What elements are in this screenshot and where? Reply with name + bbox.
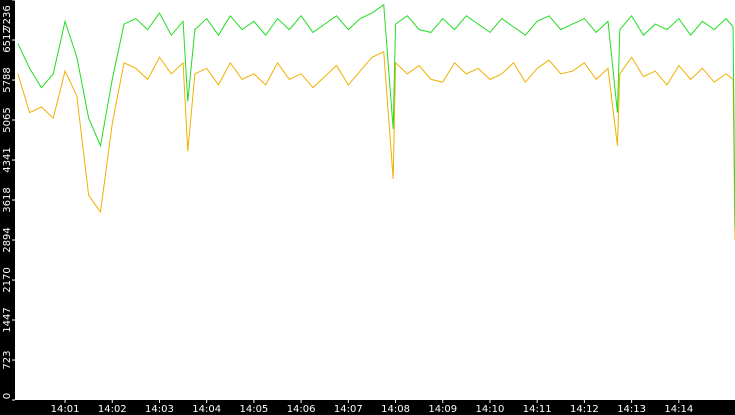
x-tick-label: 14:04 (192, 404, 221, 415)
x-tick-label: 14:06 (287, 404, 316, 415)
y-tick-label: 1447 (2, 307, 13, 332)
y-tick-label: 2894 (2, 227, 13, 252)
x-tick-label: 14:09 (428, 404, 457, 415)
x-tick-label: 14:08 (381, 404, 410, 415)
y-tick-label: 3618 (2, 187, 13, 212)
series-line (17, 50, 735, 240)
x-tick-label: 14:11 (523, 404, 552, 415)
x-tick-label: 14:03 (145, 404, 174, 415)
x-tick-label: 14:07 (334, 404, 363, 415)
x-tick-label: 14:14 (664, 404, 693, 415)
y-tick-label: 7236 (2, 5, 13, 30)
y-tick-label: 4341 (2, 147, 13, 172)
y-tick-label: 6512 (2, 27, 13, 52)
y-tick-label: 723 (2, 350, 13, 369)
x-tick-label: 14:12 (570, 404, 599, 415)
y-tick-label: 5065 (2, 107, 13, 132)
x-tick-label: 14:05 (239, 404, 268, 415)
y-tick-label: 2170 (2, 267, 13, 292)
y-tick-label: 5788 (2, 67, 13, 92)
y-tick-label: 0 (2, 393, 13, 399)
x-tick-label: 14:10 (476, 404, 505, 415)
series-line (17, 3, 735, 229)
x-tick-label: 14:01 (51, 404, 80, 415)
plot-area (15, 0, 735, 400)
x-tick-label: 14:13 (617, 404, 646, 415)
x-tick-label: 14:02 (98, 404, 127, 415)
